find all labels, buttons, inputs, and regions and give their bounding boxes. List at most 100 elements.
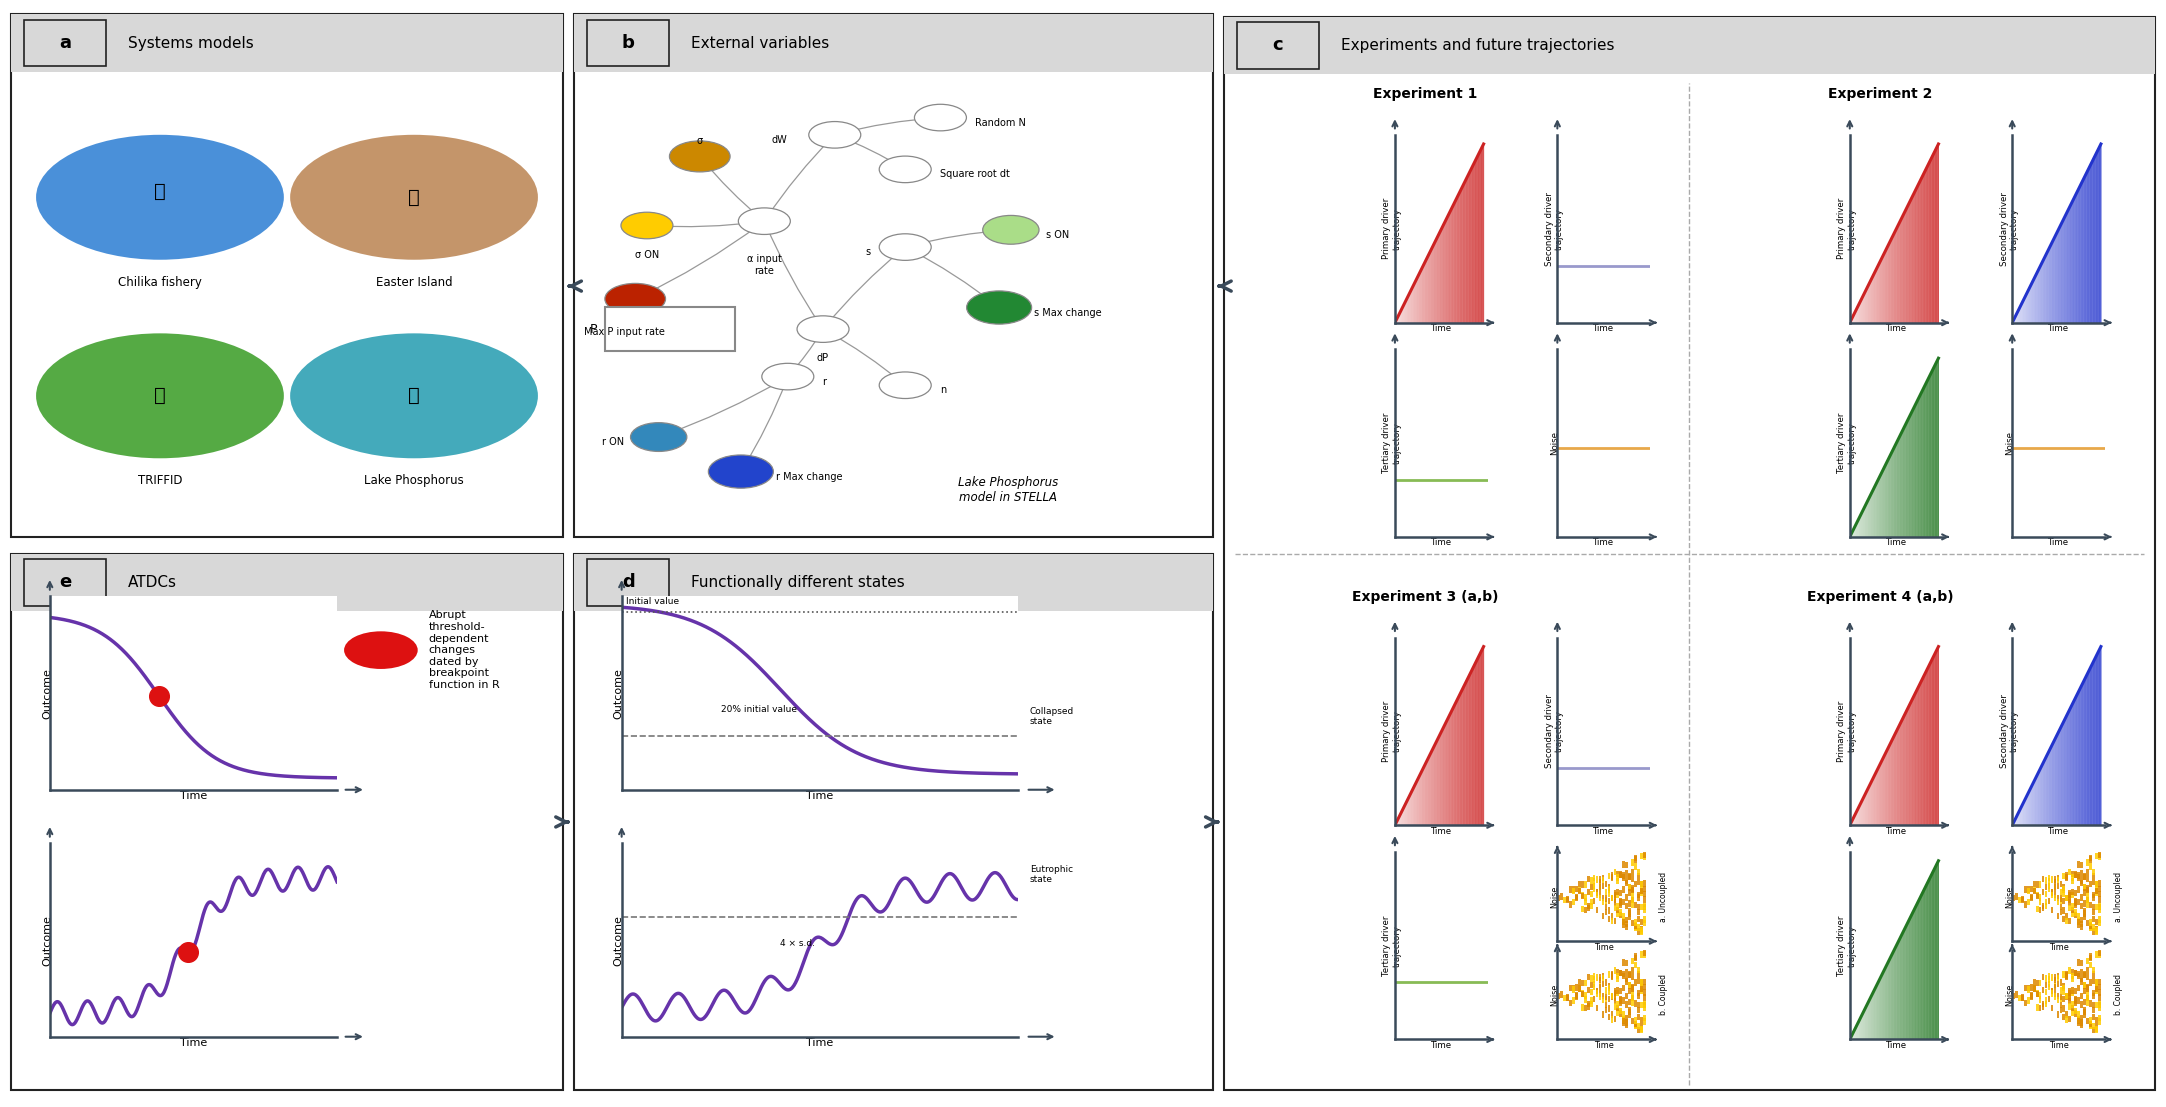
Bar [2092,879,2095,886]
Bar [1612,913,1614,920]
Bar [1624,960,1629,966]
Bar [2036,892,2038,899]
Bar [2095,1017,2097,1024]
Bar [1624,1020,1629,1025]
Bar [2038,894,2043,901]
Bar [2099,903,2101,910]
Bar [2092,1023,2095,1030]
Y-axis label: Tertiary driver
trajectory: Tertiary driver trajectory [1382,413,1401,474]
Bar [1629,972,1631,977]
Bar [2045,997,2047,1004]
Bar [2095,980,2097,985]
Bar [2066,894,2069,901]
Bar [2071,875,2075,881]
Bar [2036,991,2038,997]
FancyBboxPatch shape [574,554,1213,611]
Bar [1596,1005,1599,1011]
Bar [2034,986,2036,992]
Bar [1633,881,1637,888]
Bar [2099,851,2101,858]
Bar [1629,900,1631,907]
Bar [1620,1011,1622,1016]
FancyBboxPatch shape [587,559,669,606]
Bar [1631,890,1633,897]
FancyBboxPatch shape [574,14,1213,72]
Bar [1581,892,1583,899]
Bar [1583,1005,1588,1011]
Circle shape [288,332,539,461]
Bar [2086,887,2088,893]
Bar [2062,890,2064,897]
Bar [2043,876,2045,882]
Bar [2030,984,2032,991]
Bar [1624,894,1629,901]
Bar [1590,982,1592,989]
Y-axis label: Outcome: Outcome [41,668,52,718]
Bar [1579,985,1581,992]
Text: Lake Phosphorus: Lake Phosphorus [364,475,464,487]
Bar [2036,980,2038,986]
Bar [1614,891,1616,898]
Bar [2047,875,2051,881]
Bar [2069,897,2071,902]
Circle shape [669,141,730,172]
Bar [1622,985,1624,991]
Bar [2051,987,2053,994]
Bar [2075,1007,2077,1014]
Bar [1614,890,1616,897]
Bar [1601,973,1605,980]
Bar [2047,981,2051,987]
Bar [1588,889,1590,894]
Bar [2066,875,2069,881]
Bar [2079,917,2084,923]
Bar [1583,881,1588,888]
Bar [1612,875,1614,881]
Bar [2030,992,2032,999]
Text: σ ON: σ ON [635,250,658,260]
Bar [2084,1006,2086,1013]
Bar [2062,1014,2064,1021]
Bar [2071,889,2075,896]
X-axis label: Time: Time [2049,538,2069,547]
Bar [1616,1005,1620,1011]
Bar [1624,917,1629,923]
Bar [2084,890,2086,896]
Bar [1573,997,1575,1004]
Bar [2053,877,2056,882]
Bar [2075,871,2077,878]
Bar [2077,899,2079,906]
Bar [1566,897,1568,903]
Bar [2092,915,2095,922]
Bar [1601,993,1605,1000]
Bar [1596,907,1599,913]
Bar [1620,996,1622,1003]
Circle shape [739,208,791,235]
Bar [1616,976,1620,982]
Bar [1620,970,1622,976]
Bar [1601,882,1605,889]
Bar [2066,1012,2069,1017]
Bar [1573,887,1575,893]
Bar [2084,982,2086,989]
Bar [2062,873,2064,879]
Bar [2069,891,2071,898]
Bar [2084,999,2086,1005]
Bar [1633,919,1637,925]
Bar [1607,996,1609,1002]
Bar [2071,878,2075,884]
Bar [1583,980,1588,986]
Bar [1620,898,1622,904]
Bar [1631,897,1633,903]
Bar [2088,923,2092,930]
Bar [2079,1015,2084,1022]
Bar [2023,1000,2027,1006]
Bar [1622,960,1624,965]
Bar [2027,986,2030,993]
Bar [2079,923,2084,930]
Bar [2086,985,2088,992]
Point [171,943,206,961]
Bar [1601,877,1605,883]
Bar [1633,863,1637,870]
Bar [1612,971,1614,977]
Bar [1616,889,1620,896]
